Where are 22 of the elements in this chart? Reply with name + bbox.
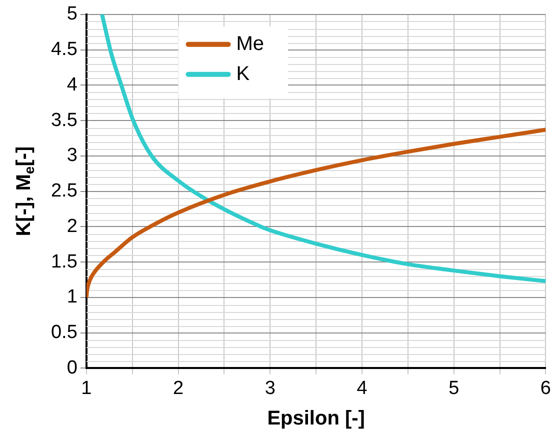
x-tick-label: 2 (172, 378, 184, 399)
y-tick-label: 4 (66, 74, 78, 96)
x-tick-label: 1 (81, 378, 92, 399)
y-tick-label: 0 (66, 357, 78, 378)
y-tick-label: 1.5 (50, 251, 78, 272)
y-tick-label: 3 (66, 145, 78, 166)
y-tick-label: 5 (66, 4, 78, 25)
y-tick-label: 3.5 (50, 110, 78, 131)
x-tick-label: 5 (448, 378, 460, 399)
y-tick-label: 2 (66, 216, 78, 237)
y-tick-label: 4.5 (50, 39, 78, 60)
y-tick-label: 2.5 (50, 180, 78, 202)
x-axis-title: Epsilon [-] (267, 408, 365, 430)
x-tick-label: 3 (264, 378, 276, 399)
y-tick-label: 0.5 (50, 322, 78, 344)
y-tick-label: 1 (66, 286, 78, 308)
x-tick-label: 6 (540, 378, 552, 399)
y-axis-title: K[-], Me[-] (13, 146, 37, 236)
legend-label: Me (236, 32, 264, 55)
x-tick-label: 4 (356, 378, 368, 399)
line-series (100, 14, 546, 284)
legend-label: K (236, 62, 250, 85)
